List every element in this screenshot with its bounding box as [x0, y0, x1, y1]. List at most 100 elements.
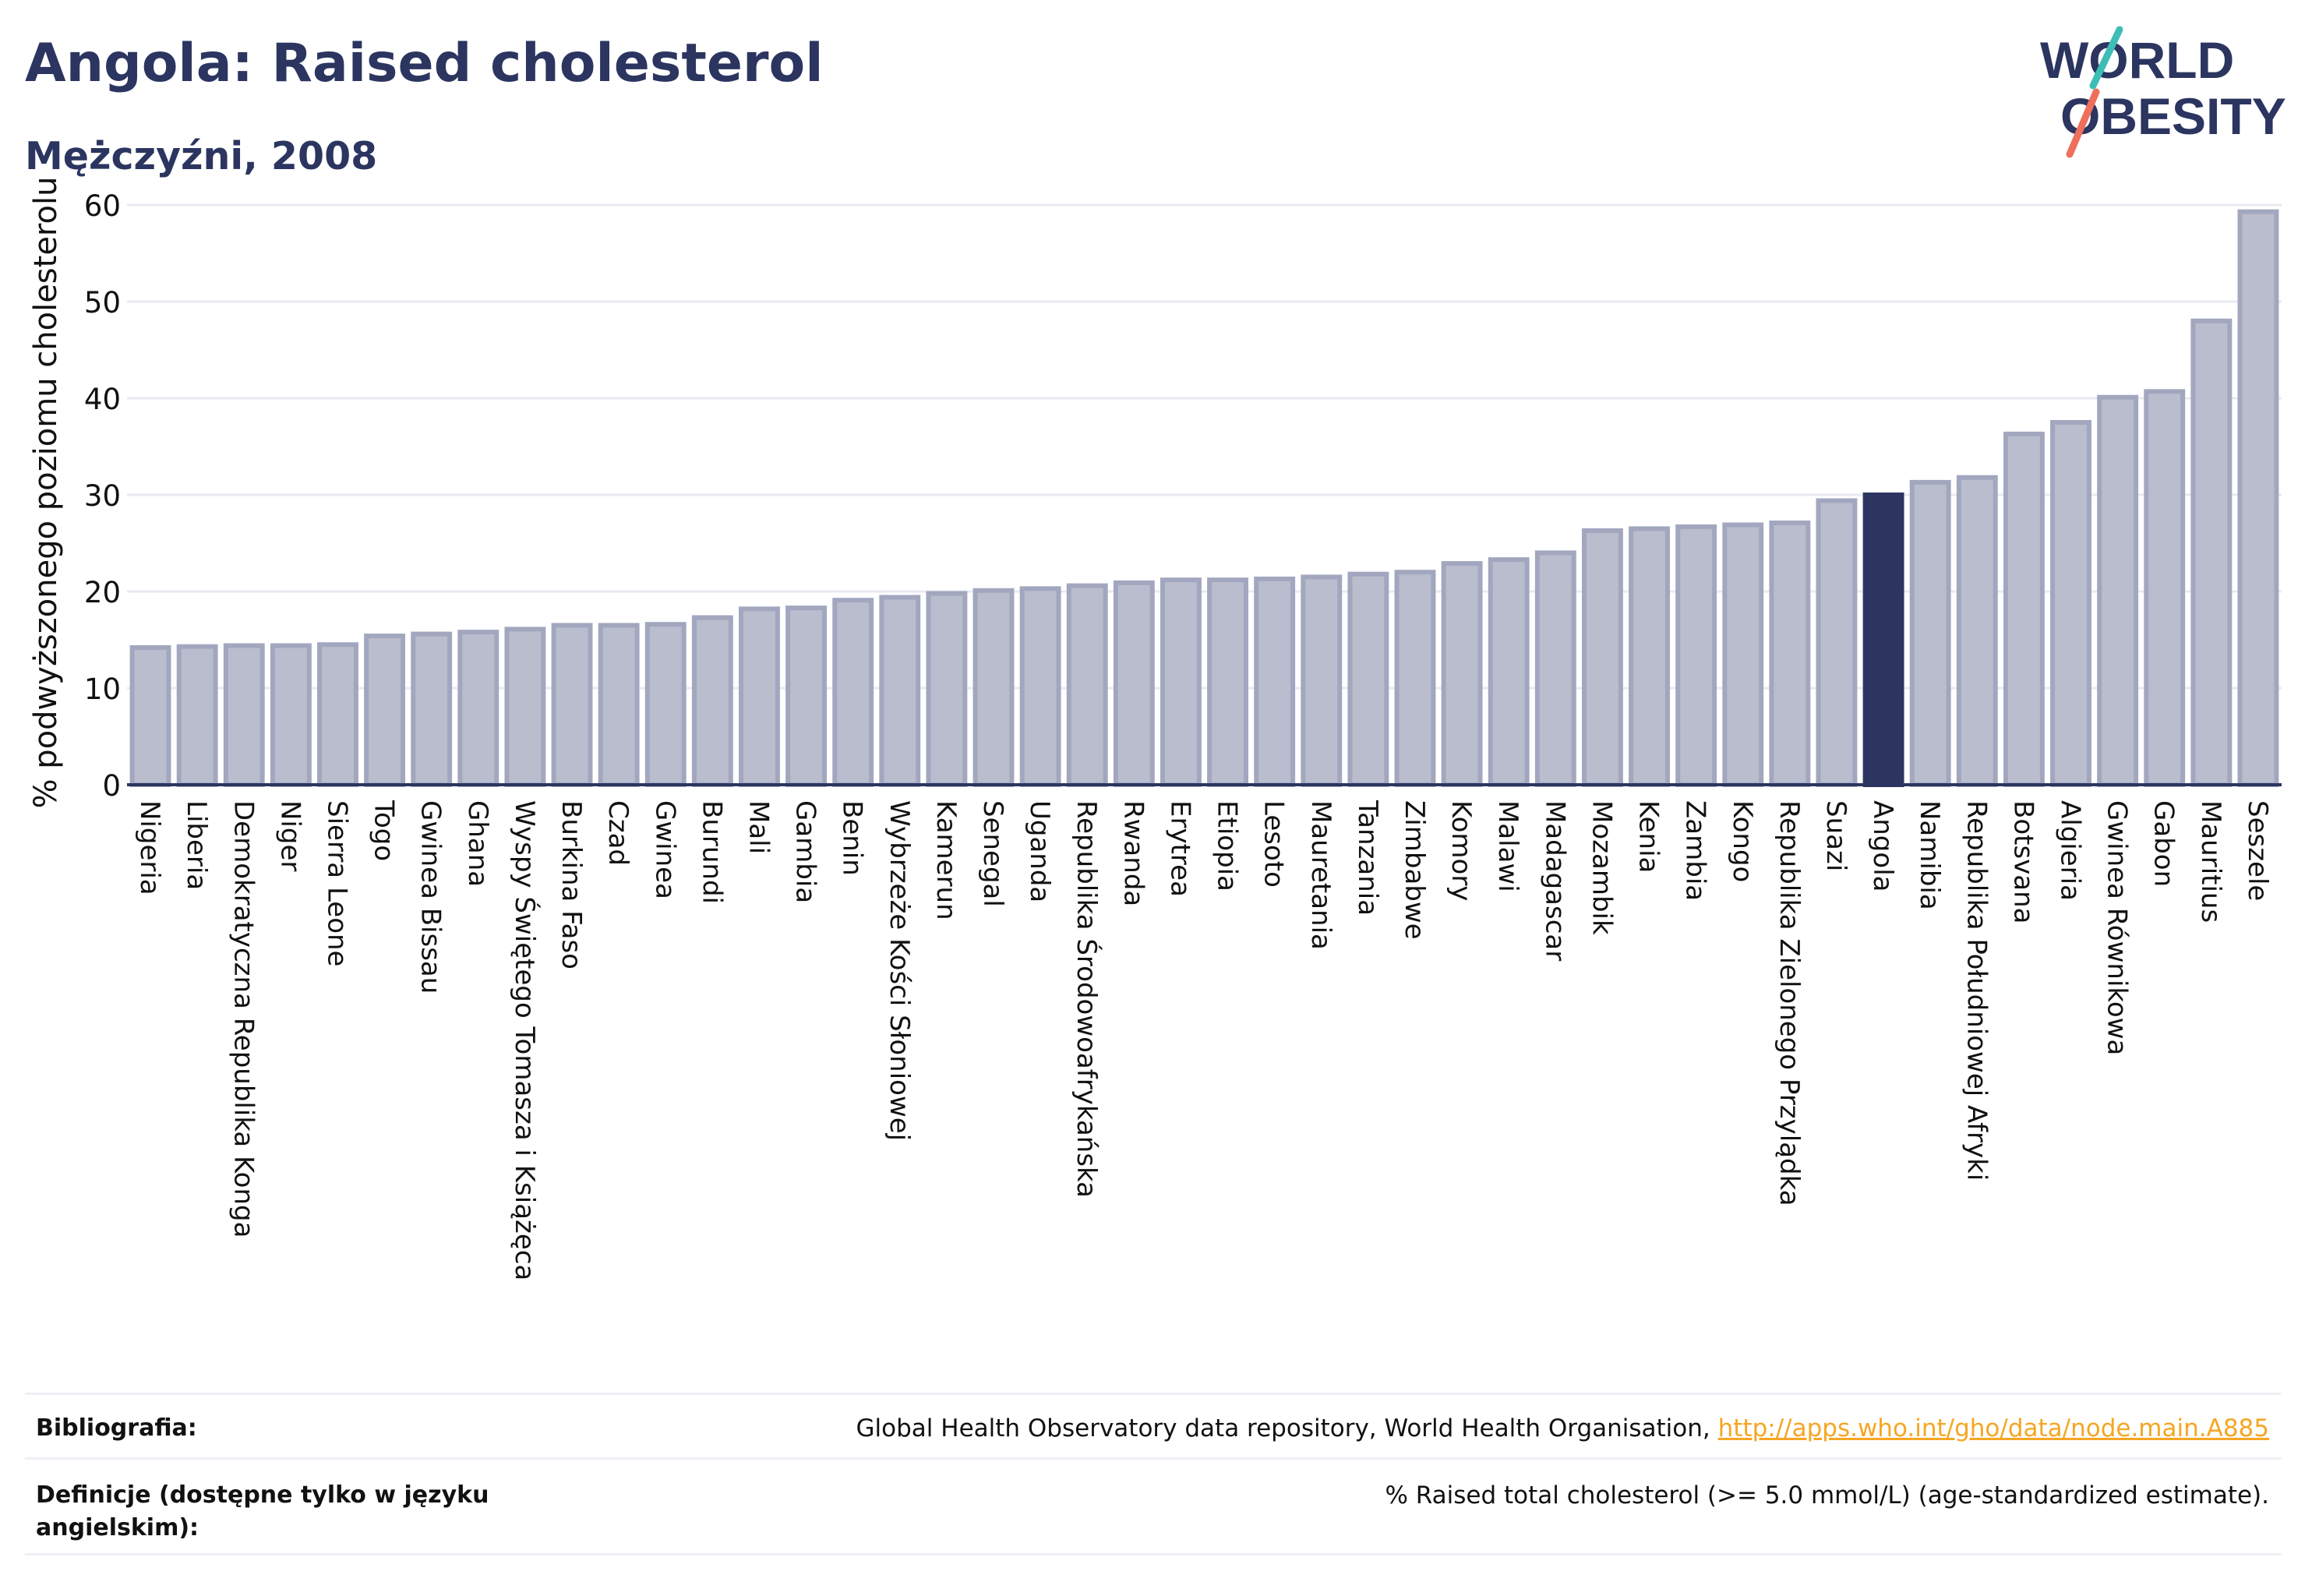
x-tick-label: Kenia: [1633, 800, 1664, 873]
footer-divider-top: [25, 1393, 2282, 1395]
bar-togo[interactable]: [364, 634, 406, 787]
bibliography-link[interactable]: http://apps.who.int/gho/data/node.main.A…: [1717, 1414, 2269, 1442]
y-axis-label: % podwyższonego poziomu cholesterolu: [28, 177, 64, 809]
logo-teal-stroke: [2089, 26, 2123, 90]
bar-algieria[interactable]: [2050, 420, 2091, 787]
x-tick-label: Senegal: [977, 800, 1008, 907]
bar-zambia[interactable]: [1675, 524, 1717, 787]
x-tick-label: Republika Zielonego Przylądka: [1774, 800, 1805, 1206]
bar-demokratyczna-republika-konga[interactable]: [223, 643, 265, 787]
bar-mozambik[interactable]: [1581, 528, 1623, 787]
bar-mauritius[interactable]: [2190, 318, 2233, 787]
bar-niger[interactable]: [270, 643, 312, 787]
x-tick-label: Togo: [369, 800, 400, 861]
bar-burkina-faso[interactable]: [551, 623, 593, 788]
x-tick-label: Rwanda: [1117, 800, 1149, 906]
x-tick-label: Mauretania: [1305, 800, 1336, 950]
y-tick-label: 40: [84, 383, 121, 416]
bar-republika-zielonego-przylądka[interactable]: [1769, 520, 1811, 788]
x-tick-label: Gwinea: [649, 800, 680, 899]
x-tick-label: Burkina Faso: [556, 800, 587, 969]
bar-gwinea-bissau[interactable]: [411, 631, 453, 787]
bar-suazi[interactable]: [1816, 498, 1858, 787]
x-tick-label: Republika Środowoafrykańska: [1071, 800, 1103, 1198]
x-tick-label: Mali: [743, 800, 774, 854]
bar-mauretania[interactable]: [1301, 574, 1343, 788]
y-tick-label: 50: [84, 286, 121, 320]
x-tick-label: Botsvana: [2007, 800, 2038, 924]
x-tick-label: Benin: [837, 800, 868, 876]
x-tick-label: Burundi: [696, 800, 727, 904]
x-tick-label: Wyspy Świętego Tomasza i Książęca: [509, 800, 541, 1280]
bibliography-label: Bibliografia:: [36, 1414, 197, 1442]
world-obesity-logo: WORLD OBESITY: [2040, 26, 2286, 158]
bar-kamerun[interactable]: [926, 591, 968, 787]
bar-republika-południowej-afryki[interactable]: [1956, 475, 1998, 787]
bar-etiopia[interactable]: [1207, 577, 1248, 787]
bar-gwinea-równikowa[interactable]: [2097, 394, 2139, 787]
bar-mali[interactable]: [739, 606, 780, 787]
bar-nigeria[interactable]: [129, 644, 171, 787]
chart-title: Angola: Raised cholesterol: [25, 33, 824, 94]
x-tick-label: Mozambik: [1586, 800, 1617, 935]
bar-burundi[interactable]: [691, 615, 733, 787]
bar-komory[interactable]: [1441, 561, 1483, 787]
logo-line1: WORLD: [2040, 31, 2234, 89]
x-tick-label: Niger: [274, 800, 305, 871]
bar-gabon[interactable]: [2144, 389, 2186, 787]
x-tick-label: Gabon: [2148, 800, 2180, 887]
bibliography-text: Global Health Observatory data repositor…: [856, 1412, 2269, 1445]
bar-liberia[interactable]: [176, 644, 218, 787]
x-tick-label: Komory: [1445, 800, 1477, 901]
bars: [129, 209, 2279, 788]
bar-republika-środowoafrykańska[interactable]: [1066, 583, 1108, 787]
bar-kongo[interactable]: [1722, 522, 1764, 787]
bar-czad[interactable]: [598, 623, 640, 788]
x-tick-label: Republika Południowej Afryki: [1961, 800, 1992, 1181]
bar-gwinea[interactable]: [644, 622, 687, 787]
x-tick-label: Namibia: [1914, 800, 1945, 910]
definitions-text: % Raised total cholesterol (>= 5.0 mmol/…: [1385, 1481, 2269, 1509]
x-tick-label: Nigeria: [134, 800, 165, 895]
logo-line2: OBESITY: [2060, 87, 2286, 145]
x-tick-label: Uganda: [1024, 800, 1055, 902]
x-tick-label: Kamerun: [930, 800, 962, 920]
bar-zimbabwe[interactable]: [1394, 570, 1436, 787]
bar-angola[interactable]: [1862, 493, 1904, 787]
bar-senegal[interactable]: [972, 588, 1015, 788]
bar-tanzania[interactable]: [1347, 571, 1389, 787]
bar-gambia[interactable]: [785, 606, 828, 788]
bar-namibia[interactable]: [1909, 479, 1951, 787]
y-tick-label: 0: [102, 769, 121, 803]
y-tick-label: 60: [84, 189, 121, 223]
bar-erytrea[interactable]: [1160, 577, 1202, 787]
bar-wybrzeże-kości-słoniowej[interactable]: [879, 595, 921, 787]
x-tick-label: Gambia: [790, 800, 821, 903]
bar-ghana[interactable]: [457, 630, 499, 788]
bar-madagascar[interactable]: [1534, 550, 1576, 788]
chart-subtitle: Mężczyźni, 2008: [25, 134, 378, 178]
x-tick-label: Seszele: [2242, 800, 2273, 901]
x-tick-label: Malawi: [1492, 800, 1523, 892]
x-tick-label: Gwinea Bissau: [415, 800, 447, 994]
bar-sierra-leone[interactable]: [317, 642, 358, 788]
x-tick-label: Tanzania: [1352, 800, 1383, 916]
bar-malawi[interactable]: [1488, 557, 1530, 788]
bar-uganda[interactable]: [1019, 586, 1061, 788]
bar-benin[interactable]: [832, 598, 874, 787]
y-tick-label: 30: [84, 479, 121, 513]
x-tick-label: Erytrea: [1164, 800, 1195, 897]
y-tick-labels: 0 10 20 30 40 50 60: [84, 189, 121, 803]
footer-divider-bottom: [25, 1553, 2282, 1555]
bar-rwanda[interactable]: [1113, 580, 1155, 788]
y-tick-label: 20: [84, 576, 121, 609]
x-tick-label: Liberia: [181, 800, 212, 890]
bar-wyspy-świętego-tomasza-i-książęca[interactable]: [504, 627, 546, 787]
bar-chart: 0 10 20 30 40 50 60 Nigeria Liberia Demokratyczn…: [28, 177, 2282, 1280]
bar-kenia[interactable]: [1629, 526, 1670, 788]
bar-seszele[interactable]: [2237, 209, 2279, 787]
bar-lesoto[interactable]: [1254, 576, 1296, 787]
x-tick-label: Mauritius: [2195, 800, 2226, 923]
x-tick-label: Suazi: [1820, 800, 1851, 871]
bar-botsvana[interactable]: [2003, 431, 2045, 787]
